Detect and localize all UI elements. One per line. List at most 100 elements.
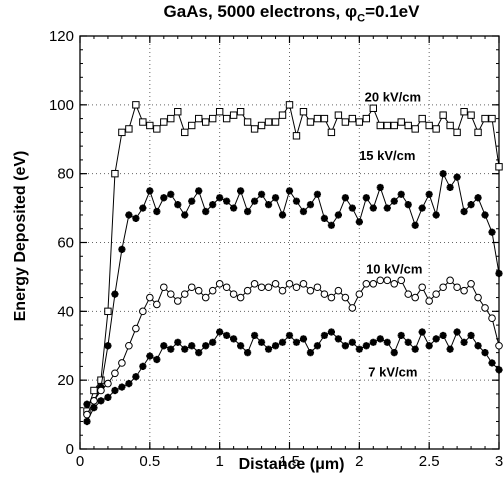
- data-point-square: [404, 121, 412, 130]
- data-point-circle: [180, 290, 189, 298]
- data-point-star: [278, 338, 287, 346]
- data-point-star: [411, 345, 419, 353]
- data-point-square: [439, 111, 447, 119]
- data-point-star: [341, 194, 349, 202]
- series-label: 10 kV/cm: [366, 261, 422, 276]
- data-point-circle: [215, 280, 224, 288]
- data-point-circle: [460, 286, 468, 295]
- data-point-square: [215, 108, 224, 116]
- data-point-star: [209, 338, 217, 346]
- plot-frame: [79, 35, 500, 450]
- data-point-star: [334, 211, 342, 219]
- data-point-star: [118, 383, 126, 391]
- data-point-star: [97, 397, 105, 405]
- data-point-star: [495, 366, 503, 374]
- data-point-star: [418, 328, 426, 336]
- data-point-circle: [250, 280, 259, 288]
- data-point-square: [313, 114, 322, 123]
- y-tick-label: 20: [57, 372, 74, 389]
- data-point-star: [292, 197, 301, 205]
- data-point-star: [355, 345, 363, 353]
- data-point-circle: [90, 397, 98, 405]
- data-point-circle: [411, 293, 420, 302]
- x-tick-label: 0.5: [139, 453, 160, 470]
- data-point-star: [223, 197, 231, 205]
- data-point-circle: [187, 283, 196, 292]
- data-point-star: [467, 331, 475, 340]
- data-point-circle: [313, 283, 322, 292]
- x-tick-label: 1.5: [279, 453, 300, 470]
- data-point-square: [111, 169, 119, 178]
- data-point-star: [306, 349, 315, 357]
- data-point-square: [97, 376, 105, 384]
- data-point-circle: [341, 293, 350, 302]
- data-point-star: [257, 338, 266, 346]
- y-tick-label: 60: [57, 235, 74, 252]
- data-point-square: [418, 114, 426, 123]
- data-point-circle: [111, 369, 119, 378]
- data-point-star: [390, 197, 398, 205]
- data-point-star: [488, 359, 496, 367]
- data-point-square: [474, 128, 482, 137]
- data-point-circle: [397, 276, 406, 285]
- y-axis-label: Energy Deposited (eV): [12, 150, 29, 322]
- chart-title-sub: C: [357, 12, 366, 25]
- data-point-square: [292, 132, 301, 140]
- data-point-star: [460, 338, 468, 346]
- data-point-square: [153, 125, 161, 133]
- data-point-star: [223, 331, 231, 340]
- data-point-star: [467, 201, 475, 209]
- y-tick-label: 120: [49, 28, 74, 45]
- data-point-star: [111, 290, 119, 298]
- data-point-circle: [439, 283, 447, 292]
- data-point-circle: [153, 300, 161, 309]
- data-point-star: [118, 245, 126, 253]
- data-point-square: [257, 121, 266, 130]
- data-point-circle: [390, 280, 399, 288]
- data-point-star: [285, 187, 294, 195]
- chart-title-value: =0.1eV: [365, 2, 420, 21]
- data-point-circle: [327, 293, 336, 302]
- data-point-star: [446, 183, 454, 192]
- data-point-star: [495, 269, 503, 278]
- data-point-star: [299, 207, 308, 216]
- data-point-square: [299, 108, 308, 116]
- data-point-star: [362, 194, 370, 202]
- data-point-star: [488, 228, 496, 236]
- data-point-star: [188, 342, 196, 350]
- data-point-star: [404, 338, 412, 346]
- data-point-square: [334, 111, 343, 119]
- data-point-star: [125, 211, 133, 219]
- data-point-square: [132, 101, 140, 109]
- data-point-star: [285, 331, 294, 340]
- data-point-star: [369, 204, 377, 212]
- data-point-star: [139, 204, 147, 212]
- data-point-square: [236, 108, 245, 116]
- data-point-circle: [488, 314, 496, 323]
- data-point-circle: [243, 286, 252, 295]
- data-point-circle: [362, 280, 371, 288]
- data-point-star: [306, 201, 315, 209]
- data-point-square: [488, 114, 496, 123]
- data-point-star: [292, 338, 301, 346]
- data-point-star: [264, 201, 273, 209]
- data-point-star: [153, 355, 161, 364]
- data-point-star: [481, 349, 489, 357]
- data-point-circle: [474, 293, 482, 302]
- data-point-square: [467, 111, 475, 119]
- data-point-square: [369, 104, 378, 112]
- data-point-star: [264, 345, 273, 353]
- x-tick-label: 2.5: [419, 453, 440, 470]
- data-point-star: [209, 201, 217, 209]
- data-point-square: [362, 114, 371, 123]
- x-axis-label: Distance (μm): [238, 456, 345, 473]
- data-point-square: [348, 114, 357, 123]
- data-point-circle: [201, 293, 210, 302]
- data-point-circle: [376, 276, 385, 285]
- data-point-star: [348, 338, 356, 346]
- data-point-circle: [104, 379, 112, 388]
- data-point-star: [362, 342, 370, 350]
- data-point-star: [474, 342, 482, 350]
- data-point-circle: [467, 280, 475, 288]
